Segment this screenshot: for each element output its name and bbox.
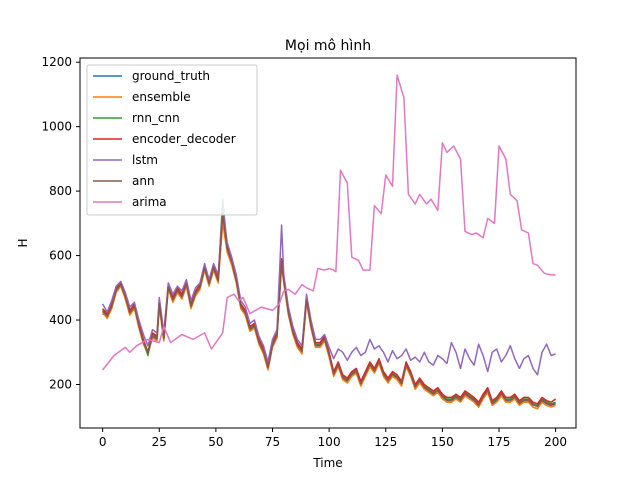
- legend-label: lstm: [132, 153, 158, 167]
- y-axis-label: H: [16, 238, 30, 247]
- plot-lines: [101, 74, 557, 410]
- y-axis: 200 400 600 800 1000 1200: [41, 55, 80, 391]
- x-tick-label: 100: [318, 435, 341, 449]
- x-tick-label: 0: [99, 435, 107, 449]
- y-tick-label: 800: [49, 184, 72, 198]
- legend-label: ensemble: [132, 90, 191, 104]
- x-tick-label: 150: [431, 435, 454, 449]
- series-line-lstm: [101, 206, 556, 376]
- x-tick-label: 75: [265, 435, 280, 449]
- y-tick-label: 200: [49, 377, 72, 391]
- y-tick-label: 1200: [41, 55, 72, 69]
- legend: ground_truth ensemble rnn_cnn encoder_decod…: [86, 64, 258, 216]
- y-tick-label: 1000: [41, 120, 72, 134]
- legend-label: arima: [132, 195, 167, 209]
- x-tick-label: 25: [152, 435, 167, 449]
- x-axis-label: Time: [312, 456, 342, 470]
- x-tick-label: 125: [374, 435, 397, 449]
- plot-frame: [79, 57, 577, 429]
- legend-label: rnn_cnn: [132, 111, 180, 125]
- x-tick-label: 175: [488, 435, 511, 449]
- legend-label: ground_truth: [132, 69, 210, 83]
- x-axis: 0 25 50 75 100 125 150 175 200: [99, 428, 567, 449]
- series-line-ann: [102, 212, 556, 408]
- y-tick-label: 400: [49, 313, 72, 327]
- legend-label: ann: [132, 174, 155, 188]
- legend-label: encoder_decoder: [132, 132, 236, 146]
- chart-title: Mọi mô hình: [285, 38, 371, 54]
- x-tick-label: 50: [208, 435, 223, 449]
- y-tick-label: 600: [49, 249, 72, 263]
- x-tick-label: 200: [544, 435, 567, 449]
- legend-box: [86, 64, 258, 216]
- series-line-arima: [102, 74, 556, 371]
